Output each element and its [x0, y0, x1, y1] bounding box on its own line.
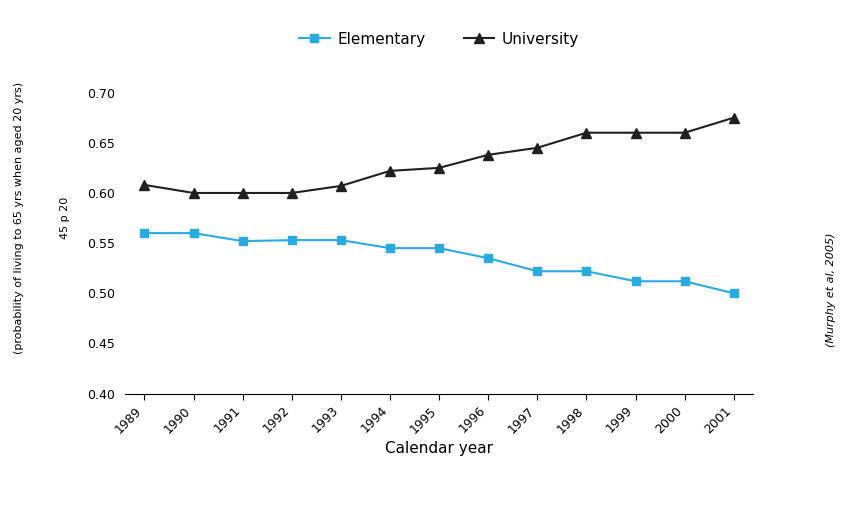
- Legend: Elementary, University: Elementary, University: [293, 25, 585, 53]
- Text: 45 p 20: 45 p 20: [59, 196, 70, 239]
- Elementary: [630, 278, 641, 284]
- Line: Elementary: Elementary: [140, 229, 738, 297]
- Text: WHO Commission on Social Determinants of Health  |  August 28 2008: WHO Commission on Social Determinants of…: [36, 471, 487, 484]
- University: [532, 145, 542, 151]
- Text: World Health: World Health: [728, 459, 850, 477]
- Elementary: [385, 245, 395, 251]
- University: [483, 152, 493, 158]
- Elementary: [483, 255, 493, 261]
- University: [238, 190, 248, 196]
- Elementary: [287, 237, 297, 243]
- University: [189, 190, 199, 196]
- University: [630, 130, 641, 136]
- University: [679, 130, 690, 136]
- University: [434, 165, 444, 171]
- Elementary: [728, 290, 739, 296]
- University: [336, 183, 346, 189]
- University: [581, 130, 592, 136]
- Text: (Murphy et al, 2005): (Murphy et al, 2005): [826, 233, 836, 348]
- Elementary: [189, 230, 199, 236]
- Elementary: [434, 245, 444, 251]
- University: [728, 114, 739, 121]
- Elementary: [679, 278, 690, 284]
- University: [287, 190, 297, 196]
- Elementary: [581, 268, 592, 275]
- Text: Organization: Organization: [728, 492, 848, 509]
- X-axis label: Calendar year: Calendar year: [385, 441, 493, 456]
- Line: University: University: [139, 113, 739, 198]
- Text: (probability of living to 65 yrs when aged 20 yrs): (probability of living to 65 yrs when ag…: [14, 81, 24, 354]
- Elementary: [336, 237, 346, 243]
- University: [139, 182, 150, 188]
- Elementary: [238, 238, 248, 244]
- University: [385, 168, 395, 174]
- Elementary: [532, 268, 542, 275]
- Text: 12 |: 12 |: [10, 471, 37, 484]
- Elementary: [139, 230, 150, 236]
